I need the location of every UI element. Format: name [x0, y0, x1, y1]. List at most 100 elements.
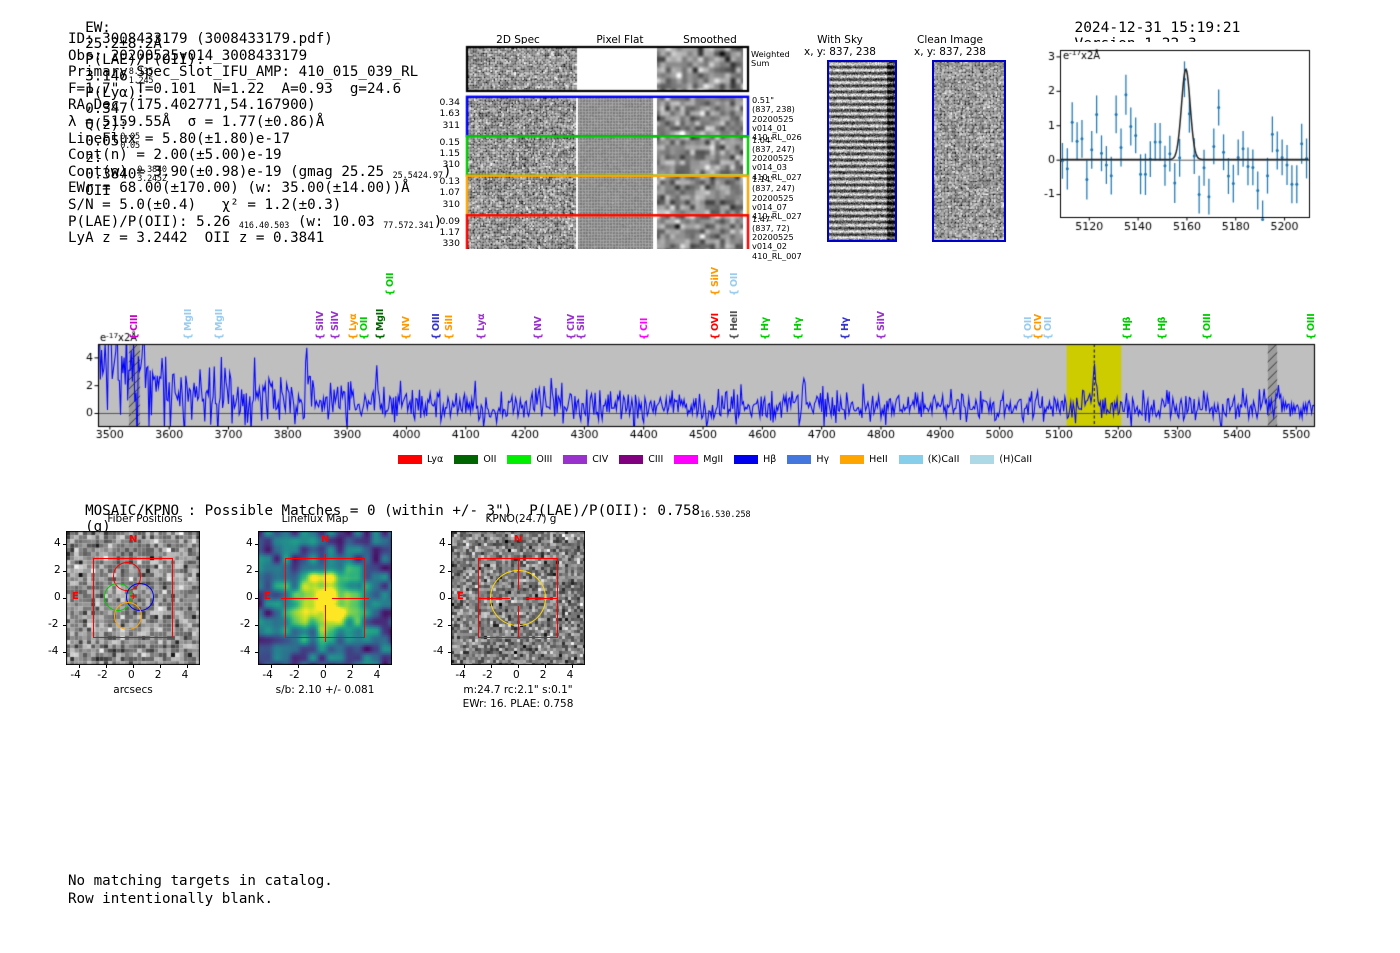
info-cont-w-post: ): [443, 163, 452, 180]
qz-value: 0.05: [85, 133, 120, 150]
crosshair-arm: [526, 597, 559, 599]
legend-swatch: [398, 454, 422, 464]
panel-title-kpno: KPNO(24.7) g: [485, 513, 557, 525]
info-plae-w-lo: 2.341: [408, 219, 434, 230]
panel-y-tick: -2: [240, 617, 251, 630]
panel-tick-mark: [491, 665, 493, 668]
panel-title-lineflux-map: Lineflux Map: [281, 513, 349, 525]
panel-y-tick: -2: [433, 617, 444, 630]
crosshair-arm: [332, 597, 370, 599]
crosshair-arm: [517, 557, 519, 590]
info-plae-pre: P(LAE)/P(OII): 5.26: [68, 213, 239, 230]
info-plae-mid: (w: 10.03: [289, 213, 384, 230]
legend-swatch: [454, 454, 479, 464]
panel-tick-mark: [448, 598, 451, 599]
full-spectrum-plot: [70, 276, 1320, 448]
fiber-meta-block: 0.51" (837, 238) 20200525 v014_01 410_RL_026: [752, 95, 802, 142]
emission-line-label: Hγ: [792, 317, 804, 331]
emission-line-label: SiIV: [709, 267, 721, 287]
panel-tick-mark: [63, 544, 66, 546]
fiber-stat-value: 0.13: [439, 176, 460, 187]
fiber-meta-line: v014_03: [752, 162, 787, 173]
compass-north-label: N: [129, 534, 138, 545]
legend-item: OII: [454, 454, 496, 465]
spec2d-panel-stack: [465, 44, 750, 249]
panel-tick-mark: [464, 665, 466, 668]
panel-tick-mark: [448, 624, 451, 626]
fiber-meta-line: v014_01: [752, 122, 787, 133]
emission-line-brace: {: [729, 288, 741, 297]
legend-label: (H)CaII: [999, 453, 1033, 465]
emission-line-label: SiIV: [315, 311, 327, 331]
emission-line-brace: {: [401, 332, 413, 341]
panel-tick-mark: [63, 598, 66, 599]
spec2d-col-title-2dspec: 2D Spec: [496, 34, 540, 46]
fiber-stat-numbers: 0.34 1.63 311: [428, 97, 460, 131]
spectrum-legend: Lyα OII OIII CIV CIII MgII Hβ Hγ HeII (K)CaII (H)C…: [398, 452, 1043, 466]
emission-line-brace: {: [475, 332, 487, 341]
z-lo: 3.2452: [137, 173, 167, 184]
emission-line-label: SiIV: [330, 311, 342, 331]
emission-line-label: Hβ: [1122, 316, 1134, 331]
emission-line-label: MgII: [183, 308, 195, 331]
emission-line-label: Lyα: [475, 313, 487, 331]
panel-tick-mark: [255, 624, 258, 626]
panel-y-tick: -2: [48, 617, 59, 630]
panel-y-tick: 2: [246, 564, 253, 577]
fiber-meta-line: 410_RL_027: [752, 211, 802, 222]
emission-line-brace: {: [709, 288, 721, 297]
emission-line-brace: {: [709, 332, 721, 341]
emission-line-brace: {: [575, 332, 587, 341]
legend-label: HeII: [869, 453, 888, 465]
legend-label: CIV: [592, 453, 609, 465]
panel-y-tick: -4: [240, 644, 251, 657]
panel-tick-mark: [106, 665, 108, 668]
emission-line-label: MgII: [374, 308, 386, 331]
fiber-meta-line: 20200525: [752, 153, 794, 164]
emission-line-label: Hγ: [759, 317, 771, 331]
ew-label: EW:: [85, 20, 111, 36]
cutout-title-with-sky: With Sky: [817, 34, 863, 46]
panel-tick-mark: [255, 651, 258, 653]
panel-tick-mark: [133, 665, 134, 668]
info-ewr: EWr = 68.00(±170.00) (w: 35.00(±14.00))Å: [68, 180, 410, 197]
emission-line-label: OII: [729, 272, 741, 287]
fiber-stat-value: 330: [442, 238, 460, 250]
emission-line-brace: {: [793, 332, 804, 341]
cutout-title-clean: Clean Image: [916, 34, 984, 46]
legend-swatch: [734, 454, 759, 464]
compass-east-label: E: [264, 591, 271, 602]
plya-value: 0.347: [85, 101, 128, 117]
legend-swatch: [970, 454, 995, 464]
panel-tick-mark: [325, 665, 326, 668]
fiber-stat-numbers: 0.13 1.07 310: [428, 176, 460, 210]
legend-label: OIII: [536, 453, 553, 465]
panel-axis-label: arcsecs: [113, 684, 153, 696]
legend-label: MgII: [703, 453, 724, 465]
fiber-meta-line: (837, 247): [752, 143, 795, 154]
cutout-subtitle-with-sky: x, y: 837, 238: [804, 46, 876, 58]
legend-label: (K)CaII: [927, 453, 960, 465]
legend-item: Hβ: [734, 454, 776, 465]
qz-lo: 0.05: [120, 140, 140, 151]
aperture-circle: [114, 602, 143, 631]
panel-caption: s/b: 2.10 +/- 0.081: [275, 684, 375, 696]
panel-tick-mark: [63, 571, 66, 573]
panel-tick-mark: [571, 665, 573, 668]
panel-y-tick: 4: [439, 537, 446, 550]
fiber-meta-line: 20200525: [752, 113, 794, 124]
line-zoom-plot: [1030, 42, 1315, 247]
emission-line-label: Hγ: [840, 317, 852, 331]
fiber-stat-value: 1.07: [439, 187, 460, 199]
emission-line-brace: {: [759, 332, 771, 341]
fiber-stat-value: 310: [442, 159, 460, 171]
info-slot: Primary Spec_Slot_IFU_AMP: 410_015_039_R…: [68, 64, 419, 81]
catalog-match-lo: 0.258: [725, 509, 751, 519]
info-lambda: λ = 5159.55Å σ = 1.77(±0.86)Å: [68, 113, 325, 130]
emission-line-brace: {: [128, 332, 140, 341]
plae-label: P(LAE)/P(OII):: [85, 52, 205, 68]
emission-line-brace: {: [183, 332, 195, 341]
crosshair-arm: [324, 605, 326, 643]
emission-line-label: Lyα: [348, 313, 360, 331]
emission-line-label: OIII: [1202, 313, 1214, 331]
